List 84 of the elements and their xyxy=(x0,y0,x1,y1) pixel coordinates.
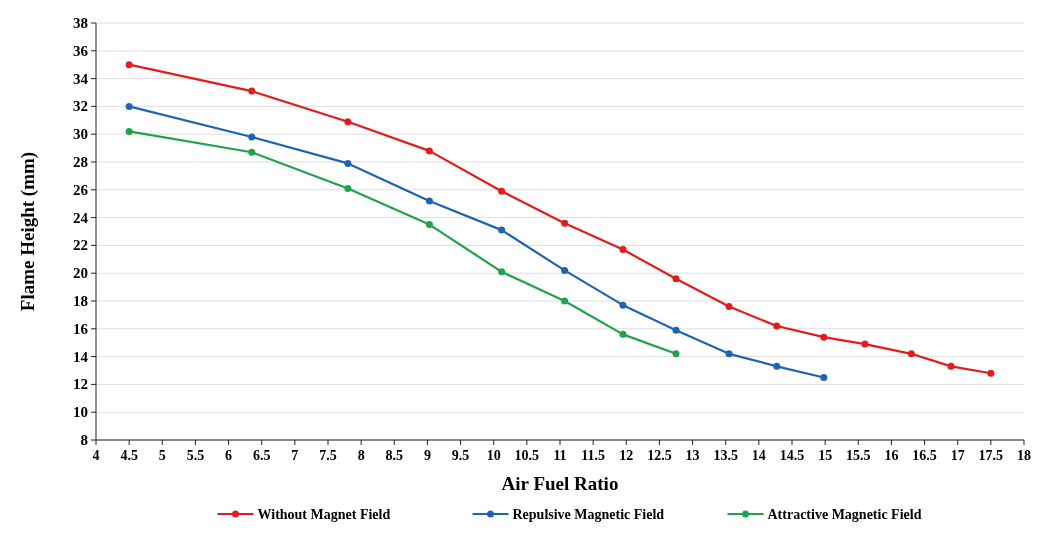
y-tick-label: 34 xyxy=(73,70,89,87)
point xyxy=(248,87,256,95)
point xyxy=(861,340,869,348)
x-tick-label: 12 xyxy=(619,448,634,463)
x-tick-label: 10 xyxy=(486,448,501,463)
y-tick-label: 26 xyxy=(73,181,89,198)
point xyxy=(125,127,133,135)
point xyxy=(619,246,627,254)
point xyxy=(248,133,256,141)
x-tick-label: 14 xyxy=(751,448,766,463)
point xyxy=(561,266,569,274)
point xyxy=(773,362,781,370)
point xyxy=(907,350,915,358)
x-tick-label: 9.5 xyxy=(451,448,470,463)
y-tick-label: 10 xyxy=(73,404,88,421)
point xyxy=(820,373,828,381)
x-tick-label: 5 xyxy=(158,448,166,463)
legend-label: Attractive Magnetic Field xyxy=(767,507,922,522)
y-axis-title: Flame Height (mm) xyxy=(17,151,39,312)
y-tick-label: 32 xyxy=(73,98,88,115)
x-tick-label: 12.5 xyxy=(647,448,672,463)
x-tick-label: 5.5 xyxy=(186,448,205,463)
point xyxy=(498,226,506,234)
point xyxy=(561,297,569,305)
point xyxy=(498,268,506,276)
legend-label: Without Magnet Field xyxy=(257,507,391,522)
point xyxy=(344,184,352,192)
x-tick-label: 11 xyxy=(553,448,567,463)
x-tick-label: 15 xyxy=(818,448,833,463)
x-tick-label: 15.5 xyxy=(846,448,871,463)
y-tick-label: 16 xyxy=(73,320,89,337)
x-tick-label: 18 xyxy=(1017,448,1031,463)
point xyxy=(672,350,680,358)
x-tick-label: 7.5 xyxy=(319,448,337,463)
point xyxy=(425,147,433,155)
x-tick-label: 13 xyxy=(685,448,700,463)
x-tick-label: 10.5 xyxy=(514,448,540,463)
x-tick-label: 11.5 xyxy=(581,448,606,463)
point xyxy=(672,275,680,283)
point xyxy=(425,197,433,205)
point xyxy=(344,159,352,167)
point xyxy=(498,187,506,195)
point xyxy=(987,369,995,377)
x-tick-label: 13.5 xyxy=(713,448,738,463)
y-tick-label: 36 xyxy=(73,42,89,59)
x-tick-label: 6 xyxy=(225,448,233,463)
y-tick-label: 8 xyxy=(80,432,88,448)
x-tick-label: 8 xyxy=(357,448,365,463)
point xyxy=(725,350,733,358)
point xyxy=(820,333,828,341)
point xyxy=(619,301,627,309)
x-tick-label: 17 xyxy=(950,448,965,463)
x-tick-label: 16 xyxy=(884,448,899,463)
x-tick-label: 4 xyxy=(92,448,100,463)
point xyxy=(125,61,133,69)
x-tick-label: 14.5 xyxy=(779,448,805,463)
y-tick-label: 22 xyxy=(73,237,88,254)
x-tick-label: 7 xyxy=(291,448,299,463)
point xyxy=(672,326,680,334)
y-tick-label: 12 xyxy=(73,376,88,393)
point xyxy=(725,303,733,311)
point xyxy=(248,148,256,156)
x-tick-label: 9 xyxy=(423,448,431,463)
legend-label: Repulsive Magnetic Field xyxy=(512,507,665,522)
x-tick-label: 4.5 xyxy=(120,448,138,463)
x-tick-label: 8.5 xyxy=(385,448,404,463)
point xyxy=(125,102,133,110)
point xyxy=(947,362,955,370)
y-tick-label: 24 xyxy=(73,209,89,226)
y-tick-label: 28 xyxy=(73,154,88,170)
y-tick-label: 38 xyxy=(73,15,88,31)
point xyxy=(773,322,781,330)
y-tick-label: 18 xyxy=(73,293,88,309)
point xyxy=(619,330,627,338)
x-tick-label: 17.5 xyxy=(978,448,1004,463)
y-tick-label: 14 xyxy=(73,348,89,365)
point xyxy=(561,219,569,227)
y-tick-label: 20 xyxy=(73,265,88,282)
x-axis-title: Air Fuel Ratio xyxy=(501,473,619,494)
point xyxy=(344,118,352,126)
x-tick-label: 6.5 xyxy=(252,448,271,463)
y-tick-label: 30 xyxy=(73,126,88,143)
x-tick-label: 16.5 xyxy=(912,448,937,463)
point xyxy=(425,221,433,229)
